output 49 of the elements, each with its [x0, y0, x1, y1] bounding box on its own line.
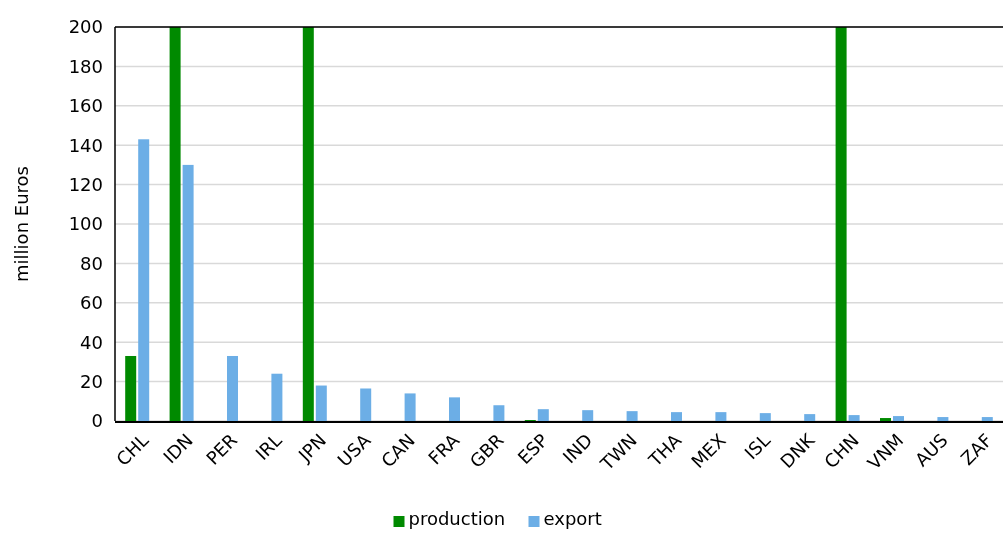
- bar: [981, 417, 993, 421]
- x-tick-label: ESP: [513, 429, 553, 469]
- bar: [626, 411, 638, 421]
- y-tick-label: 20: [80, 370, 103, 392]
- bar: [302, 27, 314, 421]
- bar: [804, 414, 816, 421]
- bar: [449, 397, 460, 421]
- bar: [880, 418, 891, 421]
- bar: [937, 417, 949, 421]
- y-tick-label: 100: [68, 213, 103, 235]
- x-tick-label: IDN: [158, 429, 197, 468]
- bar: [315, 385, 327, 421]
- bar: [125, 355, 137, 421]
- bar: [227, 355, 238, 421]
- y-tick-label: 180: [68, 55, 103, 77]
- bar: [582, 410, 594, 421]
- x-tick-label: FRA: [424, 428, 464, 469]
- bar: [493, 405, 505, 421]
- legend-label: export: [543, 508, 602, 530]
- x-tick-label: IRL: [251, 429, 286, 464]
- bar: [671, 412, 682, 421]
- x-tick-label: PER: [201, 429, 242, 469]
- bar: [848, 415, 860, 421]
- bar: [537, 409, 549, 421]
- y-tick-label: 40: [80, 331, 103, 353]
- bar: [182, 164, 194, 421]
- bar: [893, 416, 904, 421]
- bar: [835, 27, 847, 421]
- bar: [271, 373, 283, 421]
- x-tick-label: ISL: [740, 429, 775, 464]
- legend-label: production: [408, 508, 506, 530]
- y-tick-label: 80: [80, 252, 103, 274]
- x-tick-label: CHL: [112, 429, 153, 470]
- y-tick-label: 0: [91, 410, 103, 432]
- bar: [715, 412, 727, 421]
- bar: [169, 27, 181, 421]
- y-axis-title: million Euros: [11, 166, 32, 282]
- bar: [759, 413, 771, 421]
- bar: [404, 393, 416, 421]
- y-tick-label: 140: [68, 134, 103, 156]
- x-tick-label: THA: [643, 428, 686, 472]
- bar: [138, 139, 150, 421]
- bar: [360, 388, 372, 421]
- y-tick-label: 160: [68, 95, 103, 117]
- x-tick-label: USA: [333, 428, 375, 471]
- x-tick-label: IND: [558, 429, 597, 468]
- y-tick-label: 120: [68, 173, 103, 195]
- y-tick-label: 60: [80, 292, 103, 314]
- y-tick-label: 200: [68, 16, 103, 38]
